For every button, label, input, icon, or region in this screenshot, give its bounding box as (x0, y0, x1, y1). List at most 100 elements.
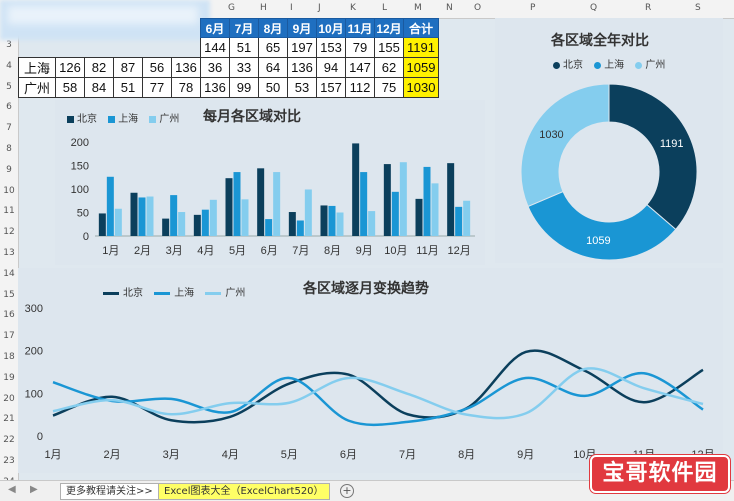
sheet-tab-more-tutorials[interactable]: 更多教程请关注>> (60, 483, 159, 500)
table-header-cell[interactable]: 7月 (229, 18, 259, 38)
bar[interactable] (209, 199, 217, 236)
row-header[interactable]: 20 (3, 393, 15, 404)
row-header[interactable]: 8 (6, 144, 12, 154)
column-header[interactable]: G (228, 3, 235, 13)
donut-slice[interactable] (527, 190, 677, 261)
table-cell[interactable]: 136 (200, 76, 230, 98)
column-header[interactable]: S (695, 3, 701, 13)
series-line[interactable] (52, 349, 704, 424)
bar[interactable] (391, 191, 399, 236)
table-cell[interactable]: 58 (55, 76, 85, 98)
donut-slice[interactable] (520, 83, 610, 208)
table-cell[interactable]: 79 (345, 37, 375, 58)
table-cell-city[interactable]: 上海 (18, 56, 56, 78)
table-cell[interactable]: 153 (316, 37, 346, 58)
row-header[interactable]: 14 (3, 268, 15, 279)
row-header[interactable]: 18 (3, 352, 15, 362)
table-header-cell[interactable]: 12月 (374, 18, 404, 38)
table-cell[interactable]: 157 (316, 76, 346, 98)
column-header[interactable]: H (260, 3, 267, 13)
table-cell[interactable]: 75 (374, 76, 404, 98)
bar[interactable] (233, 172, 241, 236)
table-cell[interactable] (172, 38, 201, 58)
row-header[interactable]: 11 (3, 206, 15, 217)
column-header[interactable]: I (290, 3, 293, 13)
scroll-left-icon[interactable]: ◀ (8, 484, 16, 495)
table-cell[interactable]: 33 (229, 56, 259, 78)
series-line[interactable] (52, 367, 704, 420)
bar[interactable] (336, 212, 344, 237)
table-cell[interactable]: 155 (374, 37, 404, 58)
bar[interactable] (455, 206, 463, 236)
table-cell-total[interactable]: 1191 (403, 37, 439, 58)
bar[interactable] (146, 196, 154, 236)
table-header-cell[interactable]: 10月 (316, 18, 346, 38)
bar[interactable] (273, 172, 281, 236)
table-cell[interactable]: 50 (258, 76, 288, 98)
row-header[interactable]: 19 (3, 372, 15, 383)
table-cell[interactable] (56, 38, 85, 58)
series-line[interactable] (52, 372, 704, 427)
bar[interactable] (423, 166, 431, 236)
table-cell[interactable]: 51 (229, 37, 259, 58)
column-header[interactable]: P (530, 3, 536, 13)
bar[interactable] (265, 219, 273, 236)
table-header-cell[interactable]: 9月 (287, 18, 317, 38)
table-cell[interactable]: 56 (142, 56, 172, 78)
line-chart-panel[interactable]: 北京 上海 广州 各区域逐月变换趋势 0 100 200 300 1月 2月 3月 4月 5月 6… (18, 268, 723, 473)
table-cell[interactable]: 82 (84, 56, 114, 78)
bar[interactable] (241, 199, 249, 236)
table-cell[interactable]: 53 (287, 76, 317, 98)
bar[interactable] (447, 163, 455, 236)
bar[interactable] (304, 189, 312, 236)
table-cell[interactable]: 112 (345, 76, 375, 98)
row-header[interactable]: 13 (3, 248, 15, 258)
row-header[interactable]: 22 (3, 435, 15, 446)
bar[interactable] (383, 164, 391, 236)
table-cell[interactable]: 136 (171, 56, 201, 78)
row-header[interactable]: 10 (3, 185, 15, 196)
column-header[interactable]: R (645, 3, 652, 13)
column-header[interactable]: M (414, 3, 422, 13)
row-header[interactable]: 3 (6, 40, 12, 50)
table-cell[interactable]: 84 (84, 76, 114, 98)
table-header-cell[interactable]: 11月 (345, 18, 375, 38)
table-cell[interactable]: 78 (171, 76, 201, 98)
bar-chart-panel[interactable]: 北京 上海 广州 每月各区域对比 0 50 100 150 200 1月 2月 3月 4月 5月 6… (55, 100, 485, 265)
row-header[interactable]: 15 (3, 289, 15, 300)
table-cell[interactable]: 99 (229, 76, 259, 98)
table-cell[interactable]: 136 (287, 56, 317, 78)
sheet-tab-excel-charts[interactable]: Excel图表大全（ExcelChart520） (158, 483, 330, 500)
table-cell[interactable] (114, 38, 143, 58)
table-cell[interactable]: 51 (113, 76, 143, 98)
row-header[interactable]: 16 (3, 310, 15, 321)
row-header[interactable]: 5 (6, 81, 12, 92)
bar[interactable] (463, 200, 471, 236)
row-header[interactable]: 6 (6, 102, 12, 113)
bar[interactable] (225, 178, 233, 236)
bar[interactable] (431, 183, 439, 236)
column-header[interactable]: N (446, 3, 453, 13)
table-cell[interactable]: 144 (200, 37, 230, 58)
table-cell[interactable]: 126 (55, 56, 85, 78)
bar[interactable] (257, 168, 265, 236)
row-header[interactable]: 7 (6, 123, 12, 134)
table-cell[interactable]: 65 (258, 37, 288, 58)
bar[interactable] (98, 213, 106, 236)
table-cell[interactable] (143, 38, 172, 58)
bar[interactable] (106, 176, 114, 236)
bar[interactable] (162, 218, 170, 236)
row-header[interactable]: 17 (3, 331, 15, 342)
bar[interactable] (352, 143, 360, 236)
bar[interactable] (114, 208, 122, 236)
donut-chart-panel[interactable]: 各区域全年对比 北京 上海 广州 1191 1059 1030 (495, 18, 723, 263)
table-cell-total[interactable]: 1059 (403, 56, 439, 78)
bar[interactable] (296, 220, 304, 236)
table-cell[interactable]: 62 (374, 56, 404, 78)
bar[interactable] (130, 192, 138, 236)
table-cell[interactable]: 87 (113, 56, 143, 78)
bar[interactable] (328, 205, 336, 236)
row-header[interactable]: 23 (3, 456, 15, 466)
donut-slice[interactable] (608, 83, 698, 231)
